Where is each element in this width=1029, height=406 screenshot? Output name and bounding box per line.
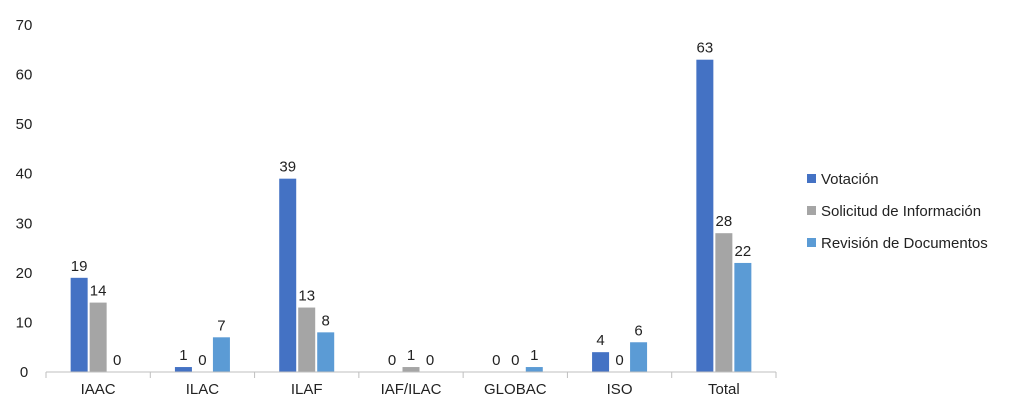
data-label: 1 xyxy=(407,347,415,364)
data-label: 0 xyxy=(615,352,623,369)
data-label: 14 xyxy=(90,283,107,300)
bar xyxy=(630,342,648,372)
x-category-label: GLOBAC xyxy=(484,381,547,398)
bar xyxy=(70,277,88,372)
legend-swatch xyxy=(807,206,816,215)
data-label: 0 xyxy=(388,352,396,369)
bar xyxy=(592,352,610,372)
data-label: 0 xyxy=(426,352,434,369)
legend-label: Votación xyxy=(821,171,879,188)
legend-label: Solicitud de Información xyxy=(821,203,981,220)
data-label: 28 xyxy=(716,213,733,230)
y-tick-label: 60 xyxy=(16,67,33,84)
data-label: 22 xyxy=(735,243,752,260)
y-tick-label: 70 xyxy=(16,17,33,34)
data-label: 0 xyxy=(492,352,500,369)
x-category-label: ILAF xyxy=(291,381,323,398)
data-label: 0 xyxy=(511,352,519,369)
x-category-label: ILAC xyxy=(186,381,220,398)
bar xyxy=(212,337,230,372)
legend-swatch xyxy=(807,174,816,183)
x-category-label: ISO xyxy=(607,381,633,398)
data-label: 63 xyxy=(697,40,714,57)
legend-swatch xyxy=(807,238,816,247)
y-tick-label: 10 xyxy=(16,314,33,331)
bar xyxy=(298,307,316,372)
y-tick-label: 40 xyxy=(16,166,33,183)
bar xyxy=(317,332,335,372)
data-label: 1 xyxy=(530,347,538,364)
bar xyxy=(174,367,192,372)
data-label: 7 xyxy=(217,317,225,334)
data-label: 0 xyxy=(198,352,206,369)
data-label: 13 xyxy=(298,288,315,305)
bar xyxy=(89,302,107,372)
x-category-label: Total xyxy=(708,381,740,398)
bar xyxy=(525,367,543,372)
data-label: 39 xyxy=(279,159,296,176)
data-label: 1 xyxy=(179,347,187,364)
y-tick-label: 20 xyxy=(16,265,33,282)
data-label: 0 xyxy=(113,352,121,369)
bar xyxy=(696,59,714,372)
bar xyxy=(279,178,297,372)
data-label: 19 xyxy=(71,258,88,275)
x-category-label: IAAC xyxy=(81,381,116,398)
bar xyxy=(402,367,420,372)
x-category-label: IAF/ILAC xyxy=(381,381,442,398)
bar xyxy=(734,262,752,372)
y-tick-label: 50 xyxy=(16,116,33,133)
y-tick-label: 30 xyxy=(16,215,33,232)
bar xyxy=(715,233,733,372)
data-label: 4 xyxy=(596,332,604,349)
data-label: 6 xyxy=(634,322,642,339)
data-label: 8 xyxy=(322,312,330,329)
legend-label: Revisión de Documentos xyxy=(821,235,988,252)
y-tick-label: 0 xyxy=(20,364,28,381)
